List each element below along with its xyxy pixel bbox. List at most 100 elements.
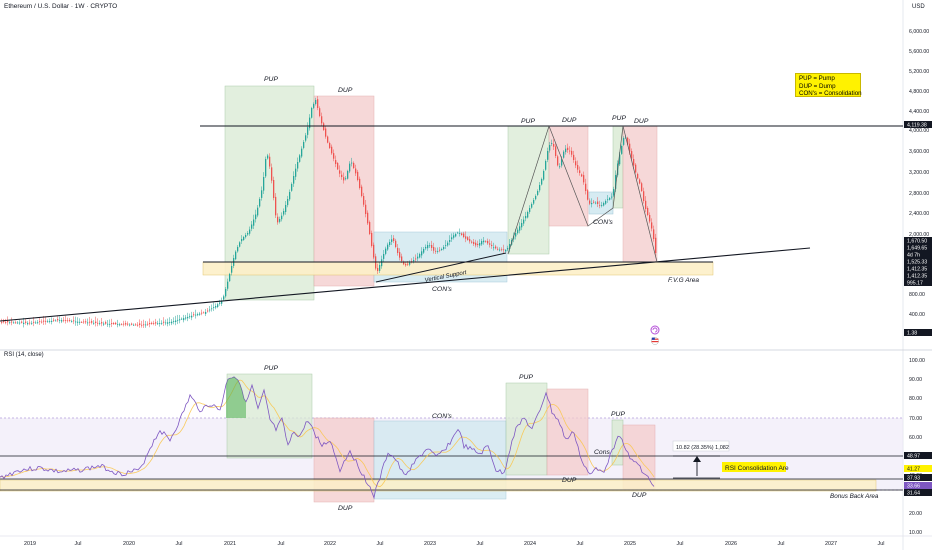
rsi-label-text: 48.97 xyxy=(907,454,920,460)
candle-body xyxy=(643,191,645,201)
candle-body xyxy=(623,138,625,145)
candle-body xyxy=(391,239,393,242)
price-tick-label: 5,600.00 xyxy=(909,49,929,55)
time-tick-label: Jul xyxy=(278,541,285,547)
candle-body xyxy=(65,320,67,321)
price-label-box xyxy=(904,244,932,251)
candle-body xyxy=(79,321,81,323)
rsi-header: RSI (14, close) xyxy=(4,352,44,358)
candle-body xyxy=(559,166,561,168)
candle-body xyxy=(521,223,523,228)
candle-body xyxy=(109,323,111,325)
candle-body xyxy=(583,175,585,183)
candle-body xyxy=(347,171,349,179)
candle-body xyxy=(487,240,489,244)
candle-body xyxy=(535,196,537,200)
candle-body xyxy=(57,319,59,321)
candle-body xyxy=(485,241,487,243)
candle-body xyxy=(49,321,51,322)
candle-body xyxy=(379,265,381,271)
price-axis: 6,000.00 5,600.00 5,200.00 4,800.00 4,400.00… xyxy=(909,29,929,318)
rsi-tick-label: 10.00 xyxy=(909,530,922,536)
rsi-label-cons: CON's xyxy=(432,413,452,420)
candle-body xyxy=(143,324,145,326)
rsi-label-pup-2025: PUP xyxy=(611,411,625,418)
time-tick-label: Jul xyxy=(778,541,785,547)
candle-body xyxy=(81,322,83,323)
candle-body xyxy=(27,322,29,325)
candle-body xyxy=(171,321,173,324)
candle-body xyxy=(345,178,347,180)
candle-body xyxy=(533,200,535,204)
candle-body xyxy=(451,237,453,240)
rsi-tick-label: 70.00 xyxy=(909,416,922,422)
time-tick-label: Jul xyxy=(75,541,82,547)
candle-body xyxy=(21,321,23,323)
price-label-box xyxy=(904,272,932,279)
candle-body xyxy=(349,163,351,172)
price-tick-label: 4,000.00 xyxy=(909,128,929,134)
candle-body xyxy=(55,320,57,322)
candle-body xyxy=(87,322,89,324)
candle-body xyxy=(389,242,391,246)
candle-body xyxy=(551,143,553,144)
label-pup-2024: PUP xyxy=(521,118,535,125)
candle-body xyxy=(653,229,655,239)
label-cons-2022: CON's xyxy=(432,286,452,293)
candle-body xyxy=(407,263,409,265)
candle-body xyxy=(393,238,395,241)
rsi-label-text: 33.66 xyxy=(907,484,920,490)
candle-body xyxy=(179,319,181,321)
candle-body xyxy=(387,244,389,250)
label-cons-2024: CON's xyxy=(593,219,613,226)
candle-body xyxy=(259,199,261,207)
candle-body xyxy=(401,256,403,261)
candle-body xyxy=(103,323,105,325)
candle-body xyxy=(23,322,25,325)
candle-body xyxy=(67,320,69,322)
candle-body xyxy=(5,321,7,323)
candle-body xyxy=(655,237,657,253)
candle-body xyxy=(577,165,579,170)
candle-body xyxy=(405,264,407,266)
candle-body xyxy=(137,324,139,326)
candle-body xyxy=(201,312,203,314)
rsi-label-text: 37.93 xyxy=(907,476,920,482)
candle-body xyxy=(59,320,61,321)
candle-body xyxy=(419,254,421,258)
candle-body xyxy=(555,146,557,156)
candle-body xyxy=(453,235,455,238)
candle-body xyxy=(7,320,9,323)
candle-body xyxy=(247,233,249,235)
candle-body xyxy=(631,151,633,159)
legend-line-cons: CON's = Consolidation xyxy=(799,90,862,98)
candle-body xyxy=(557,156,559,166)
rsi-label-box xyxy=(904,452,932,459)
candle-body xyxy=(319,108,321,116)
ethereum-badge-icon[interactable] xyxy=(650,325,660,335)
price-tick-label: 3,200.00 xyxy=(909,170,929,176)
candle-body xyxy=(615,175,617,189)
candle-body xyxy=(63,319,65,321)
candle-body xyxy=(139,323,141,325)
candle-body xyxy=(435,250,437,252)
candle-body xyxy=(439,249,441,251)
price-tick-label: 2,800.00 xyxy=(909,191,929,197)
candle-body xyxy=(635,164,637,173)
candle-body xyxy=(505,250,507,252)
time-tick-label: 2021 xyxy=(224,541,236,547)
candle-body xyxy=(541,179,543,185)
rsi-label-box xyxy=(904,482,932,489)
candle-body xyxy=(613,189,615,196)
rsi-pump-zone-2025 xyxy=(611,419,624,466)
price-label-text: 4d 7h xyxy=(907,253,920,259)
candle-body xyxy=(131,323,133,325)
candle-body xyxy=(565,148,567,153)
candle-body xyxy=(509,244,511,249)
candle-body xyxy=(547,151,549,160)
candle-body xyxy=(471,241,473,243)
candle-body xyxy=(639,179,641,184)
legend-box: PUP = Pump DUP = Dump CON's = Consolidat… xyxy=(795,73,862,98)
